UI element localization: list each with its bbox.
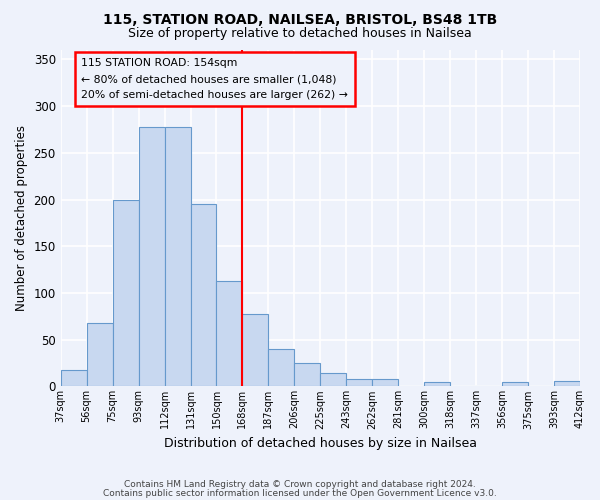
Bar [320, 374, 346, 386]
X-axis label: Distribution of detached houses by size in Nailsea: Distribution of detached houses by size … [164, 437, 477, 450]
Bar [268, 349, 295, 387]
Bar [242, 314, 268, 386]
Bar [61, 370, 86, 386]
Bar [191, 204, 217, 386]
Text: 115, STATION ROAD, NAILSEA, BRISTOL, BS48 1TB: 115, STATION ROAD, NAILSEA, BRISTOL, BS4… [103, 12, 497, 26]
Bar [113, 200, 139, 386]
Bar [554, 381, 580, 386]
Text: Size of property relative to detached houses in Nailsea: Size of property relative to detached ho… [128, 28, 472, 40]
Bar [164, 126, 191, 386]
Text: Contains HM Land Registry data © Crown copyright and database right 2024.: Contains HM Land Registry data © Crown c… [124, 480, 476, 489]
Bar [502, 382, 528, 386]
Bar [139, 126, 164, 386]
Y-axis label: Number of detached properties: Number of detached properties [15, 125, 28, 311]
Bar [295, 363, 320, 386]
Text: Contains public sector information licensed under the Open Government Licence v3: Contains public sector information licen… [103, 488, 497, 498]
Bar [346, 379, 372, 386]
Bar [217, 281, 242, 386]
Bar [424, 382, 450, 386]
Bar [372, 379, 398, 386]
Text: 115 STATION ROAD: 154sqm
← 80% of detached houses are smaller (1,048)
20% of sem: 115 STATION ROAD: 154sqm ← 80% of detach… [82, 58, 349, 100]
Bar [86, 323, 113, 386]
